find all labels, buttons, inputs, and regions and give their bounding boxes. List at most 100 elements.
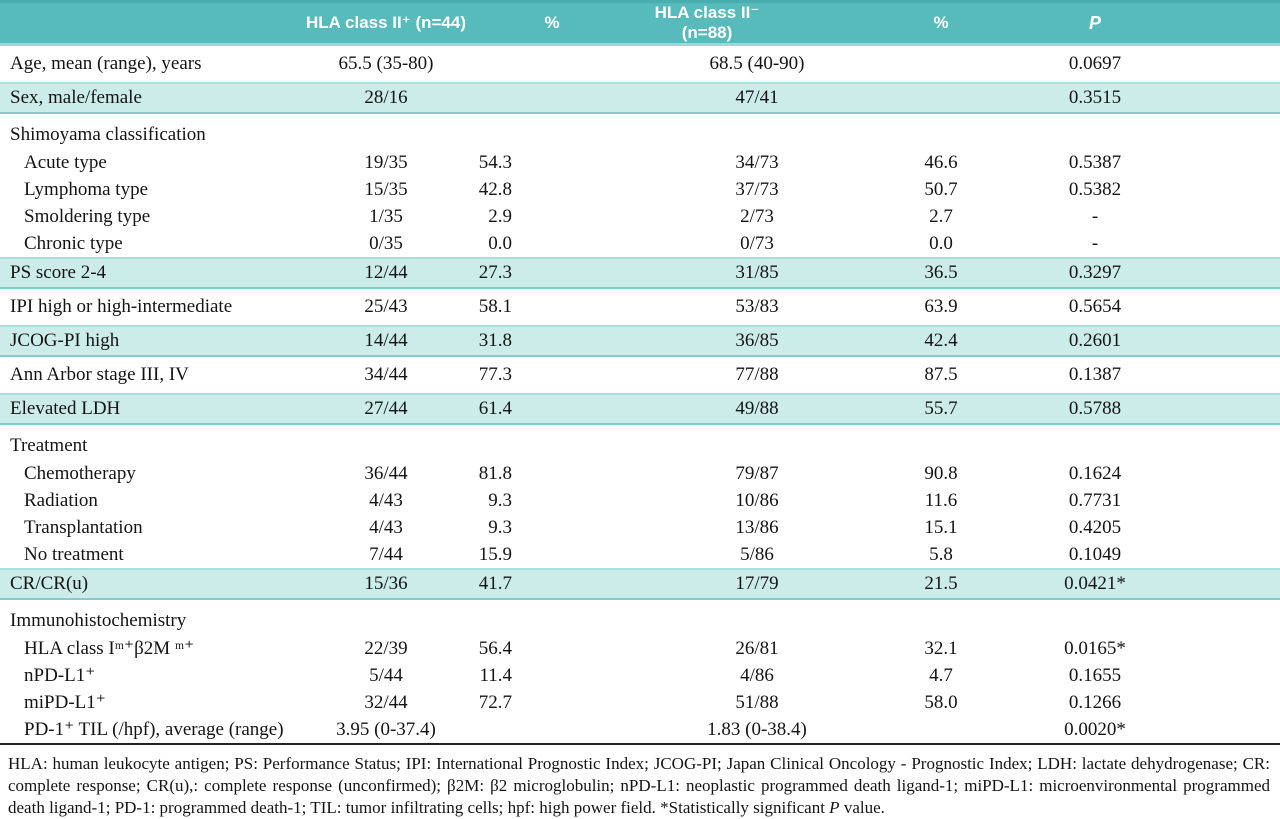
row-label: Elevated LDH <box>0 393 300 425</box>
value-hla-pos: 27/44 <box>300 393 472 425</box>
pct-hla-pos <box>472 113 632 149</box>
pct-hla-neg: 36.5 <box>882 257 1000 289</box>
value-hla-pos: 36/44 <box>300 460 472 487</box>
value-hla-pos: 19/35 <box>300 149 472 176</box>
value-hla-neg: 10/86 <box>632 487 882 514</box>
table-row: HLA class Iᵐ⁺β2M ᵐ⁺ 22/39 56.4 26/81 32.1 0.0… <box>0 635 1280 662</box>
pct-hla-neg: 0.0 <box>882 230 1000 258</box>
table-row: Transplantation 4/43 9.3 13/86 15.1 0.4205 <box>0 514 1280 541</box>
value-hla-neg: 17/79 <box>632 568 882 600</box>
pct-hla-neg: 21.5 <box>882 568 1000 600</box>
value-hla-pos <box>300 424 472 460</box>
table-row: nPD-L1⁺ 5/44 11.4 4/86 4.7 0.1655 <box>0 662 1280 689</box>
row-label: No treatment <box>0 541 300 569</box>
p-value: 0.5788 <box>1000 393 1280 425</box>
pct-hla-pos: 9.3 <box>472 487 632 514</box>
table-row: PD-1⁺ TIL (/hpf), average (range) 3.95 (0… <box>0 716 1280 744</box>
row-label: Transplantation <box>0 514 300 541</box>
row-label: PD-1⁺ TIL (/hpf), average (range) <box>0 716 300 744</box>
value-hla-pos: 28/16 <box>300 82 472 114</box>
header-row: HLA class II⁺ (n=44) % HLA class II⁻ (n=… <box>0 0 1280 46</box>
pct-hla-pos <box>472 44 632 83</box>
header-percent-1: % <box>472 0 632 46</box>
row-label: JCOG-PI high <box>0 325 300 357</box>
table-body: Age, mean (range), years 65.5 (35-80) 68.5… <box>0 44 1280 744</box>
table-row: PS score 2-4 12/44 27.3 31/85 36.5 0.3297 <box>0 257 1280 289</box>
row-label: Radiation <box>0 487 300 514</box>
row-label: HLA class Iᵐ⁺β2M ᵐ⁺ <box>0 635 300 662</box>
value-hla-pos: 4/43 <box>300 487 472 514</box>
table-row: Shimoyama classification <box>0 113 1280 149</box>
header-hla-positive: HLA class II⁺ (n=44) <box>300 0 472 46</box>
pct-hla-neg: 32.1 <box>882 635 1000 662</box>
value-hla-pos: 3.95 (0-37.4) <box>300 716 472 744</box>
value-hla-neg: 37/73 <box>632 176 882 203</box>
table-row: JCOG-PI high 14/44 31.8 36/85 42.4 0.2601 <box>0 325 1280 357</box>
row-label: Shimoyama classification <box>0 113 300 149</box>
table-row: Age, mean (range), years 65.5 (35-80) 68.5… <box>0 44 1280 83</box>
value-hla-pos: 22/39 <box>300 635 472 662</box>
p-value: - <box>1000 203 1280 230</box>
p-value: 0.0020* <box>1000 716 1280 744</box>
p-value: 0.1655 <box>1000 662 1280 689</box>
pct-hla-pos <box>472 82 632 114</box>
value-hla-pos: 5/44 <box>300 662 472 689</box>
table-row: Acute type 19/35 54.3 34/73 46.6 0.5387 <box>0 149 1280 176</box>
row-label: Age, mean (range), years <box>0 44 300 83</box>
row-label: IPI high or high-intermediate <box>0 288 300 326</box>
pct-hla-neg <box>882 82 1000 114</box>
p-value: 0.1624 <box>1000 460 1280 487</box>
table-row: Smoldering type 1/35 2.9 2/73 2.7- <box>0 203 1280 230</box>
p-value <box>1000 599 1280 635</box>
pct-hla-neg: 46.6 <box>882 149 1000 176</box>
p-value: 0.4205 <box>1000 514 1280 541</box>
p-value: 0.0165* <box>1000 635 1280 662</box>
pct-hla-pos <box>472 716 632 744</box>
table-header: HLA class II⁺ (n=44) % HLA class II⁻ (n=… <box>0 0 1280 46</box>
row-label: PS score 2-4 <box>0 257 300 289</box>
p-value: 0.1266 <box>1000 689 1280 716</box>
clinical-characteristics-table: HLA class II⁺ (n=44) % HLA class II⁻ (n=… <box>0 0 1280 745</box>
pct-hla-neg: 55.7 <box>882 393 1000 425</box>
p-value: 0.5654 <box>1000 288 1280 326</box>
table-row: Ann Arbor stage III, IV 34/44 77.3 77/88 87.… <box>0 356 1280 394</box>
p-value: 0.1049 <box>1000 541 1280 569</box>
p-value: 0.0697 <box>1000 44 1280 83</box>
row-label: Sex, male/female <box>0 82 300 114</box>
table-row: Chronic type 0/35 0.0 0/73 0.0- <box>0 230 1280 258</box>
pct-hla-neg <box>882 716 1000 744</box>
pct-hla-neg: 63.9 <box>882 288 1000 326</box>
table-row: Radiation 4/43 9.3 10/86 11.6 0.7731 <box>0 487 1280 514</box>
pct-hla-neg: 11.6 <box>882 487 1000 514</box>
row-label: Chemotherapy <box>0 460 300 487</box>
value-hla-neg: 13/86 <box>632 514 882 541</box>
pct-hla-neg: 15.1 <box>882 514 1000 541</box>
p-value <box>1000 113 1280 149</box>
footnote-text: HLA: human leukocyte antigen; PS: Perfor… <box>8 754 1270 817</box>
value-hla-neg <box>632 113 882 149</box>
value-hla-pos <box>300 113 472 149</box>
pct-hla-pos: 15.9 <box>472 541 632 569</box>
pct-hla-pos <box>472 424 632 460</box>
pct-hla-pos: 0.0 <box>472 230 632 258</box>
pct-hla-pos: 56.4 <box>472 635 632 662</box>
p-value: 0.1387 <box>1000 356 1280 394</box>
pct-hla-neg <box>882 424 1000 460</box>
row-label: Ann Arbor stage III, IV <box>0 356 300 394</box>
pct-hla-neg: 87.5 <box>882 356 1000 394</box>
p-value: 0.3515 <box>1000 82 1280 114</box>
value-hla-neg: 34/73 <box>632 149 882 176</box>
value-hla-pos: 25/43 <box>300 288 472 326</box>
pct-hla-pos: 81.8 <box>472 460 632 487</box>
pct-hla-neg: 50.7 <box>882 176 1000 203</box>
p-value: 0.5387 <box>1000 149 1280 176</box>
value-hla-neg: 49/88 <box>632 393 882 425</box>
pct-hla-neg <box>882 44 1000 83</box>
table-row: Sex, male/female 28/16 47/41 0.3515 <box>0 82 1280 114</box>
table-row: Treatment <box>0 424 1280 460</box>
pct-hla-pos: 72.7 <box>472 689 632 716</box>
header-percent-2: % <box>882 0 1000 46</box>
value-hla-neg: 47/41 <box>632 82 882 114</box>
p-value: 0.3297 <box>1000 257 1280 289</box>
value-hla-neg: 0/73 <box>632 230 882 258</box>
